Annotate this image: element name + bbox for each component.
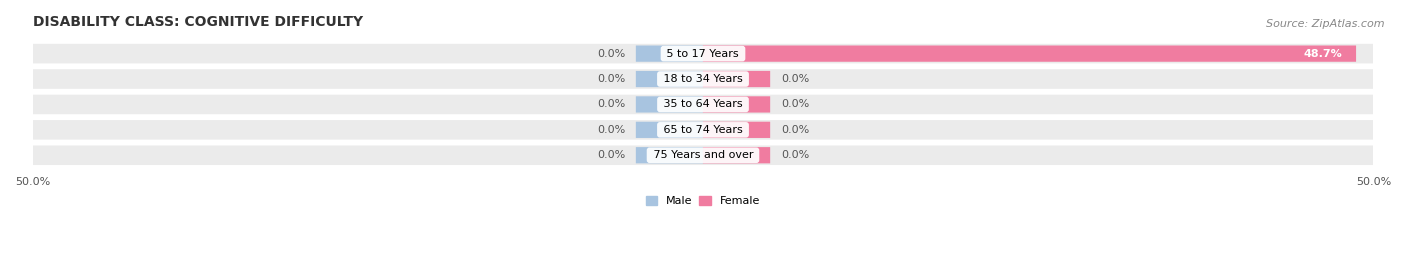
Legend: Male, Female: Male, Female: [643, 192, 763, 209]
Text: DISABILITY CLASS: COGNITIVE DIFFICULTY: DISABILITY CLASS: COGNITIVE DIFFICULTY: [32, 15, 363, 29]
Text: 0.0%: 0.0%: [780, 100, 808, 109]
Text: 18 to 34 Years: 18 to 34 Years: [659, 74, 747, 84]
FancyBboxPatch shape: [32, 44, 1374, 63]
FancyBboxPatch shape: [703, 147, 770, 163]
Text: 35 to 64 Years: 35 to 64 Years: [659, 100, 747, 109]
Text: 0.0%: 0.0%: [780, 150, 808, 160]
Text: 0.0%: 0.0%: [598, 150, 626, 160]
FancyBboxPatch shape: [703, 71, 770, 87]
Text: 0.0%: 0.0%: [598, 74, 626, 84]
FancyBboxPatch shape: [636, 147, 703, 163]
FancyBboxPatch shape: [636, 122, 703, 138]
FancyBboxPatch shape: [636, 71, 703, 87]
Text: 0.0%: 0.0%: [598, 125, 626, 135]
Text: Source: ZipAtlas.com: Source: ZipAtlas.com: [1267, 19, 1385, 29]
FancyBboxPatch shape: [703, 122, 770, 138]
Text: 0.0%: 0.0%: [598, 49, 626, 59]
Text: 48.7%: 48.7%: [1303, 49, 1343, 59]
Text: 65 to 74 Years: 65 to 74 Years: [659, 125, 747, 135]
FancyBboxPatch shape: [32, 146, 1374, 165]
FancyBboxPatch shape: [636, 45, 703, 62]
Text: 0.0%: 0.0%: [598, 100, 626, 109]
FancyBboxPatch shape: [32, 69, 1374, 89]
FancyBboxPatch shape: [32, 95, 1374, 114]
Text: 0.0%: 0.0%: [780, 74, 808, 84]
Text: 0.0%: 0.0%: [780, 125, 808, 135]
Text: 75 Years and over: 75 Years and over: [650, 150, 756, 160]
FancyBboxPatch shape: [703, 45, 1355, 62]
Text: 5 to 17 Years: 5 to 17 Years: [664, 49, 742, 59]
FancyBboxPatch shape: [636, 96, 703, 112]
FancyBboxPatch shape: [32, 120, 1374, 140]
FancyBboxPatch shape: [703, 96, 770, 112]
